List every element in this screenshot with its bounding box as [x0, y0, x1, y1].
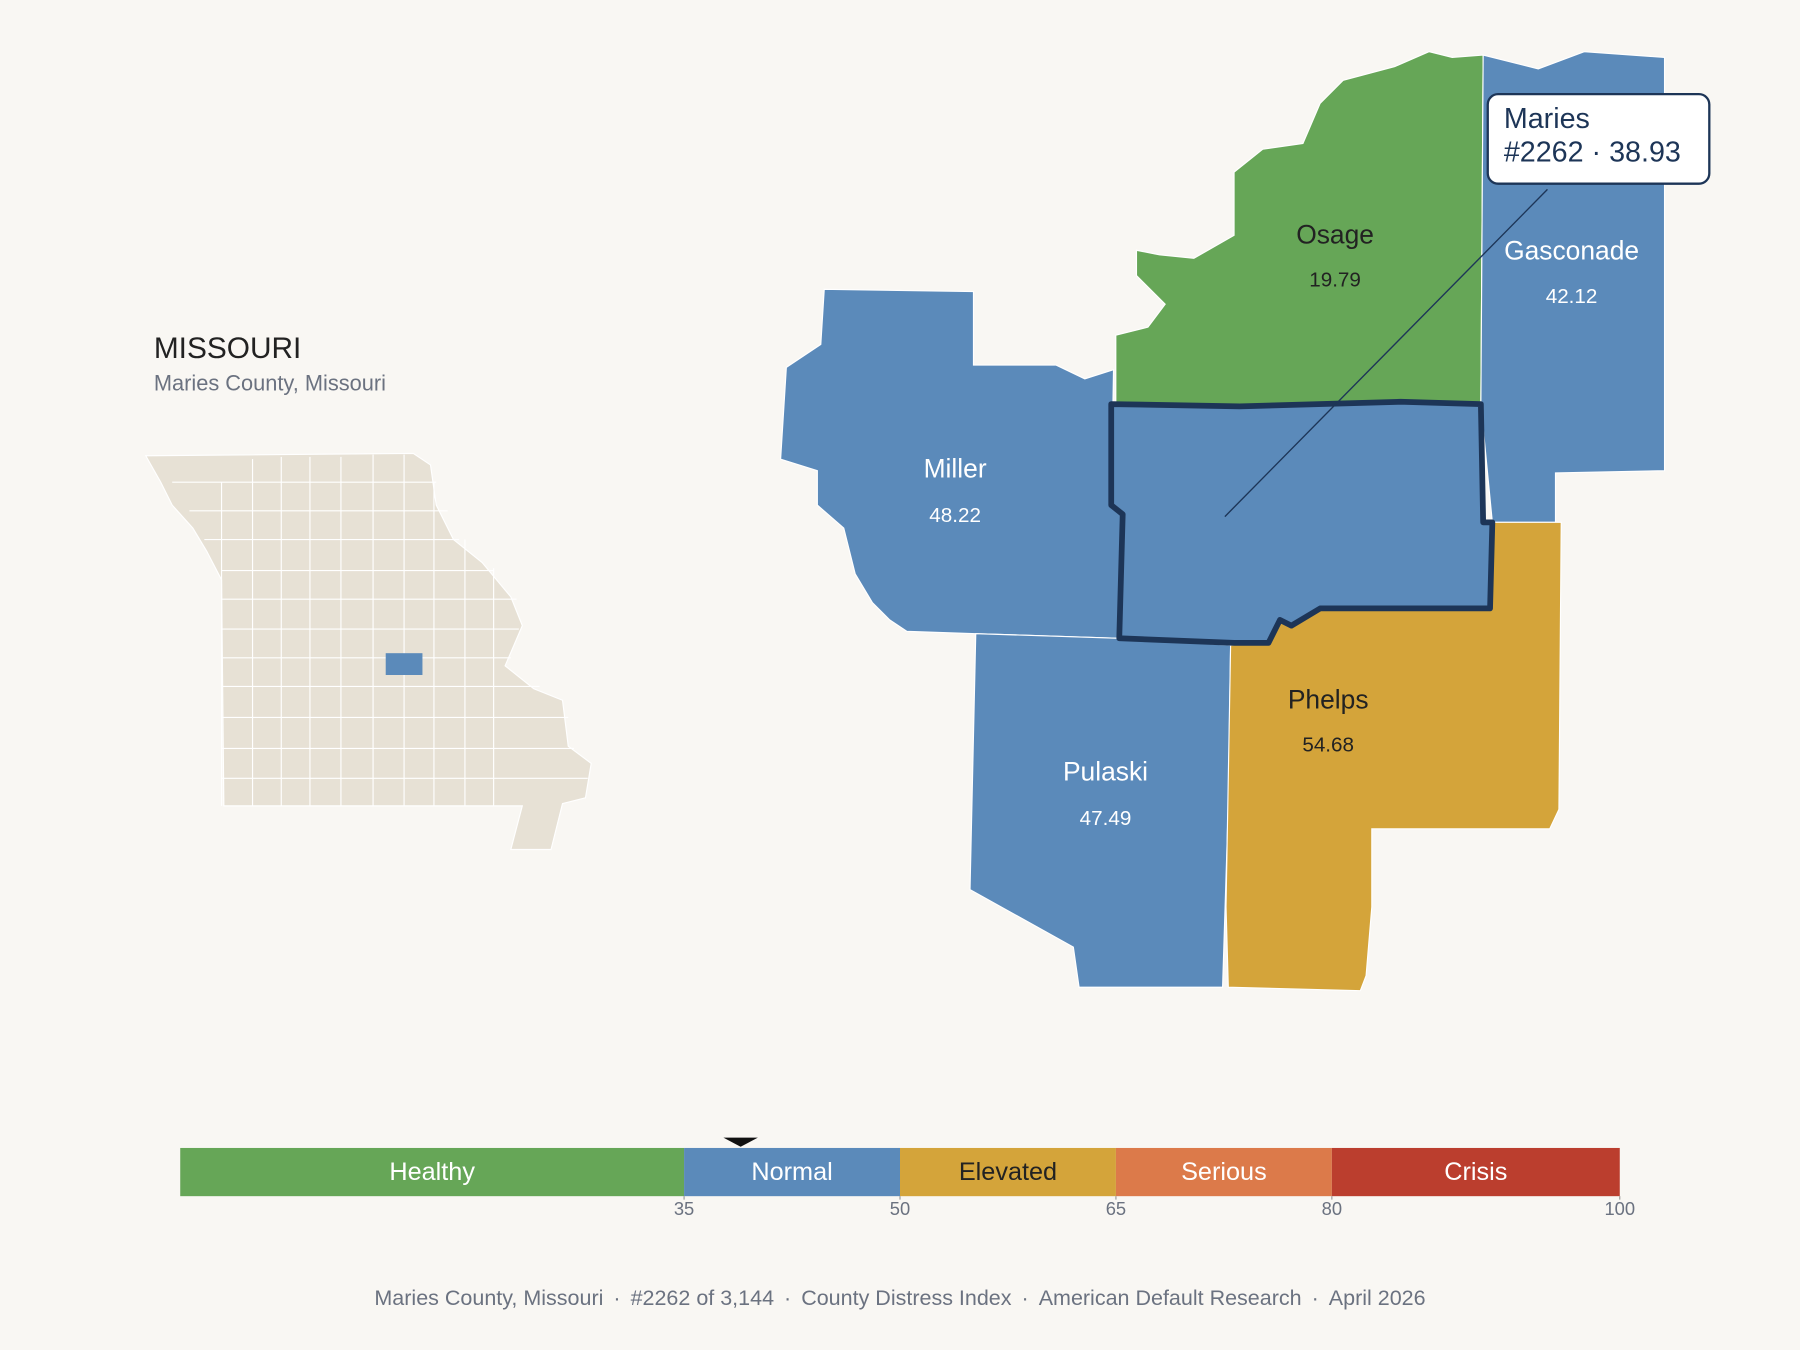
selected-county-inset [385, 653, 423, 675]
scale-tick-label: 35 [674, 1198, 694, 1219]
callout-box [1486, 92, 1711, 185]
scale-band [1331, 1147, 1620, 1197]
scale-band-label: Serious [1181, 1158, 1267, 1186]
county-name: Gasconade [1504, 236, 1639, 266]
county-score: 48.22 [929, 504, 981, 527]
footer-item: Maries County, Missouri [374, 1286, 604, 1310]
county-name: Osage [1296, 219, 1374, 249]
scale-tick-label: 65 [1106, 1198, 1126, 1219]
state-inset [144, 452, 592, 851]
scale-tick-label: 80 [1322, 1198, 1342, 1219]
county-shape[interactable] [780, 288, 1124, 639]
scale-tick-label: 50 [890, 1198, 910, 1219]
footer-item: County Distress Index [774, 1286, 1011, 1310]
scale-marker [723, 1137, 758, 1147]
county-name: Phelps [1288, 684, 1369, 714]
callout-title: Maries [1504, 103, 1590, 135]
footer-item: April 2026 [1302, 1286, 1426, 1310]
scale-band-label: Normal [751, 1158, 832, 1186]
county-lines [172, 454, 588, 806]
scale-band [684, 1147, 900, 1197]
scale-band [900, 1147, 1116, 1197]
county-name: Pulaski [1063, 757, 1148, 787]
scale-band [1115, 1147, 1332, 1197]
scale-band-label: Crisis [1444, 1158, 1507, 1186]
footer-item: American Default Research [1012, 1286, 1302, 1310]
state-outline [144, 452, 592, 851]
scale-tick-label: 100 [1604, 1198, 1635, 1219]
distress-scale: Healthy Normal Elevated Serious Crisis 35 50 65… [180, 1137, 1635, 1219]
scale-band-label: Elevated [959, 1158, 1057, 1186]
footer-item: #2262 of 3,144 [603, 1286, 774, 1310]
county-score: 47.49 [1080, 807, 1132, 830]
county-name: Miller [924, 454, 987, 484]
scale-band [180, 1147, 685, 1197]
state-title: MISSOURI [154, 332, 302, 365]
county-score: 42.12 [1546, 285, 1598, 308]
county-map [780, 51, 1666, 992]
county-score: 19.79 [1309, 269, 1361, 292]
selected-county-shape[interactable] [1108, 398, 1496, 646]
footer: Maries County, Missouri#2262 of 3,144Cou… [0, 1286, 1800, 1311]
county-score: 54.68 [1302, 734, 1354, 757]
callout-detail: #2262 · 38.93 [1504, 136, 1681, 168]
callout-leader [1224, 188, 1548, 518]
county-subtitle: Maries County, Missouri [154, 370, 386, 395]
scale-band-label: Healthy [389, 1158, 475, 1186]
